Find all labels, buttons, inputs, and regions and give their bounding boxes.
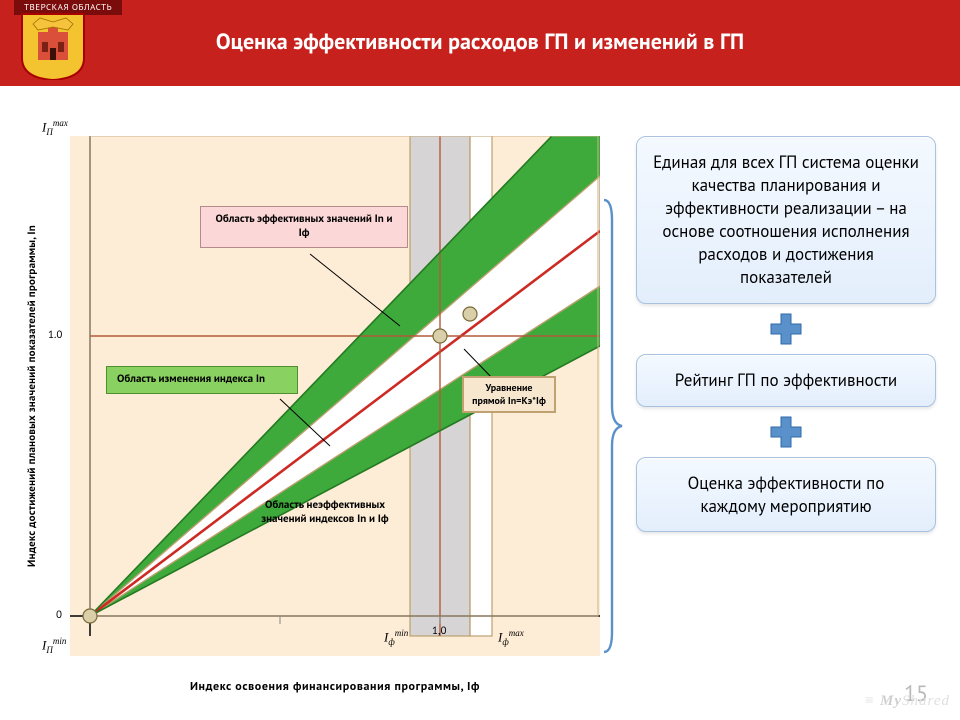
- side-cards: Единая для всех ГП система оценки качест…: [636, 136, 936, 532]
- y-tick-0: 0: [56, 608, 62, 622]
- equation-box: Уравнение прямой In=Kэ*Iф: [462, 376, 556, 413]
- pink-zone-label: Область эффективных значений In и Iф: [200, 206, 408, 248]
- card-per-event: Оценка эффективности по каждому мероприя…: [636, 457, 936, 533]
- card-unified-system: Единая для всех ГП система оценки качест…: [636, 136, 936, 304]
- In-max-formula: IПmax: [42, 118, 68, 137]
- slide-header: ТВЕРСКАЯ ОБЛАСТЬ Оценка эффективности ра…: [0, 0, 960, 80]
- green-zone-label: Область изменения индекса In: [106, 366, 298, 394]
- x-tick-1: 1,0: [432, 624, 446, 638]
- efficiency-chart: Индекс достижений плановых значений пока…: [70, 136, 600, 656]
- card-rating: Рейтинг ГП по эффективности: [636, 354, 936, 407]
- slide-title: Оценка эффективности расходов ГП и измен…: [0, 28, 960, 56]
- plus-icon: [636, 312, 936, 346]
- ineffective-zone-label: Область неэффективных значений индексов …: [260, 498, 390, 527]
- If-min-formula: Iфmin: [384, 628, 408, 647]
- watermark: ≡ MyShared: [864, 693, 950, 710]
- slide-content: Индекс достижений плановых значений пока…: [0, 86, 960, 720]
- If-max-formula: Iфmax: [498, 628, 524, 647]
- bracket-icon: [602, 196, 624, 656]
- y-tick-1: 1.0: [48, 328, 62, 342]
- In-min-formula: IПmin: [42, 636, 66, 655]
- y-axis-label: Индекс достижений плановых значений пока…: [22, 136, 42, 656]
- x-axis-label: Индекс освоения финансирования программы…: [70, 679, 600, 694]
- plus-icon: [636, 415, 936, 449]
